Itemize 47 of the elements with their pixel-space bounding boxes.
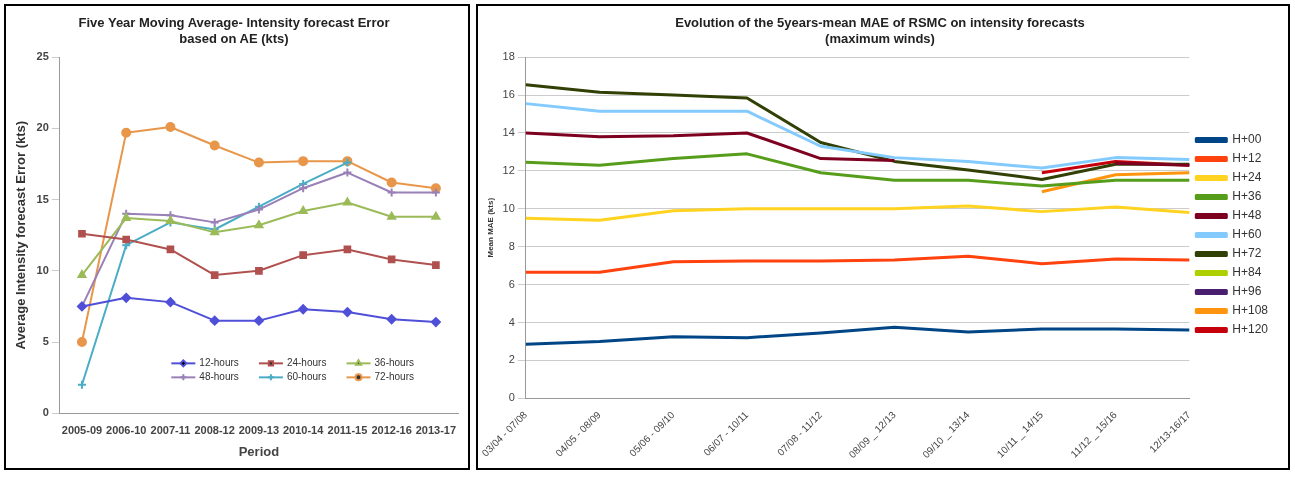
legend-label: 24-hours	[286, 357, 327, 369]
legend-label: H+00	[1232, 132, 1262, 147]
legend-label: 48-hours	[199, 371, 239, 383]
legend-label: H+24	[1232, 170, 1262, 185]
y-tick-label: 20	[36, 121, 49, 134]
x-tick-label: 2010-14	[282, 423, 325, 436]
y-tick-label: 6	[508, 277, 515, 290]
legend-label: H+84	[1232, 265, 1262, 280]
legend-label: H+36	[1232, 189, 1262, 204]
y-tick-label: 4	[508, 315, 515, 328]
legend-label: 36-hours	[374, 357, 414, 369]
x-tick-label: 2011-15	[327, 423, 368, 436]
y-tick-label: 15	[36, 192, 49, 205]
legend-label: H+12	[1232, 151, 1262, 166]
x-tick-label: 2012-16	[371, 423, 412, 436]
legend-label: H+120	[1232, 322, 1269, 337]
y-tick-label: 0	[508, 391, 515, 404]
legend-label: H+96	[1232, 284, 1262, 299]
y-tick-label: 10	[502, 201, 515, 214]
chart-title: Five Year Moving Average- Intensity forecast Error based on AE (kts)	[78, 15, 390, 46]
legend-label: 12-hours	[199, 357, 239, 369]
y-tick-label: 5	[42, 335, 49, 348]
chart-title: Evolution of the 5years-mean MAE of RSMC on intensity forecasts (maximum winds)	[675, 15, 1085, 46]
y-tick-label: 18	[502, 50, 515, 63]
x-tick-label: 2005-09	[61, 423, 103, 436]
y-tick-label: 12	[502, 163, 515, 176]
y-tick-label: 8	[508, 239, 515, 252]
legend-label: H+72	[1232, 246, 1262, 261]
y-tick-label: 10	[36, 263, 49, 276]
x-tick-label: 2009-13	[238, 423, 280, 436]
legend-label: H+60	[1232, 227, 1262, 242]
legend-label: H+108	[1232, 303, 1269, 318]
x-tick-label: 2006-10	[106, 423, 147, 436]
y-tick-label: 25	[36, 50, 49, 63]
y-tick-label: 16	[502, 88, 515, 101]
legend-label: H+48	[1232, 208, 1262, 223]
y-tick-label: 2	[508, 353, 515, 366]
x-axis-title: Period	[238, 443, 280, 459]
y-tick-label: 14	[502, 126, 515, 139]
y-axis-title: Average Intensity forecast Error (kts)	[13, 120, 29, 350]
x-tick-label: 2007-11	[150, 423, 191, 436]
legend-label: 72-hours	[374, 371, 414, 383]
legend-label: 60-hours	[286, 371, 327, 383]
x-tick-label: 2013-17	[415, 423, 457, 436]
y-axis-title: Mean MAE (kts)	[486, 197, 495, 258]
y-tick-label: 0	[42, 406, 49, 419]
x-tick-label: 2008-12	[194, 423, 235, 436]
